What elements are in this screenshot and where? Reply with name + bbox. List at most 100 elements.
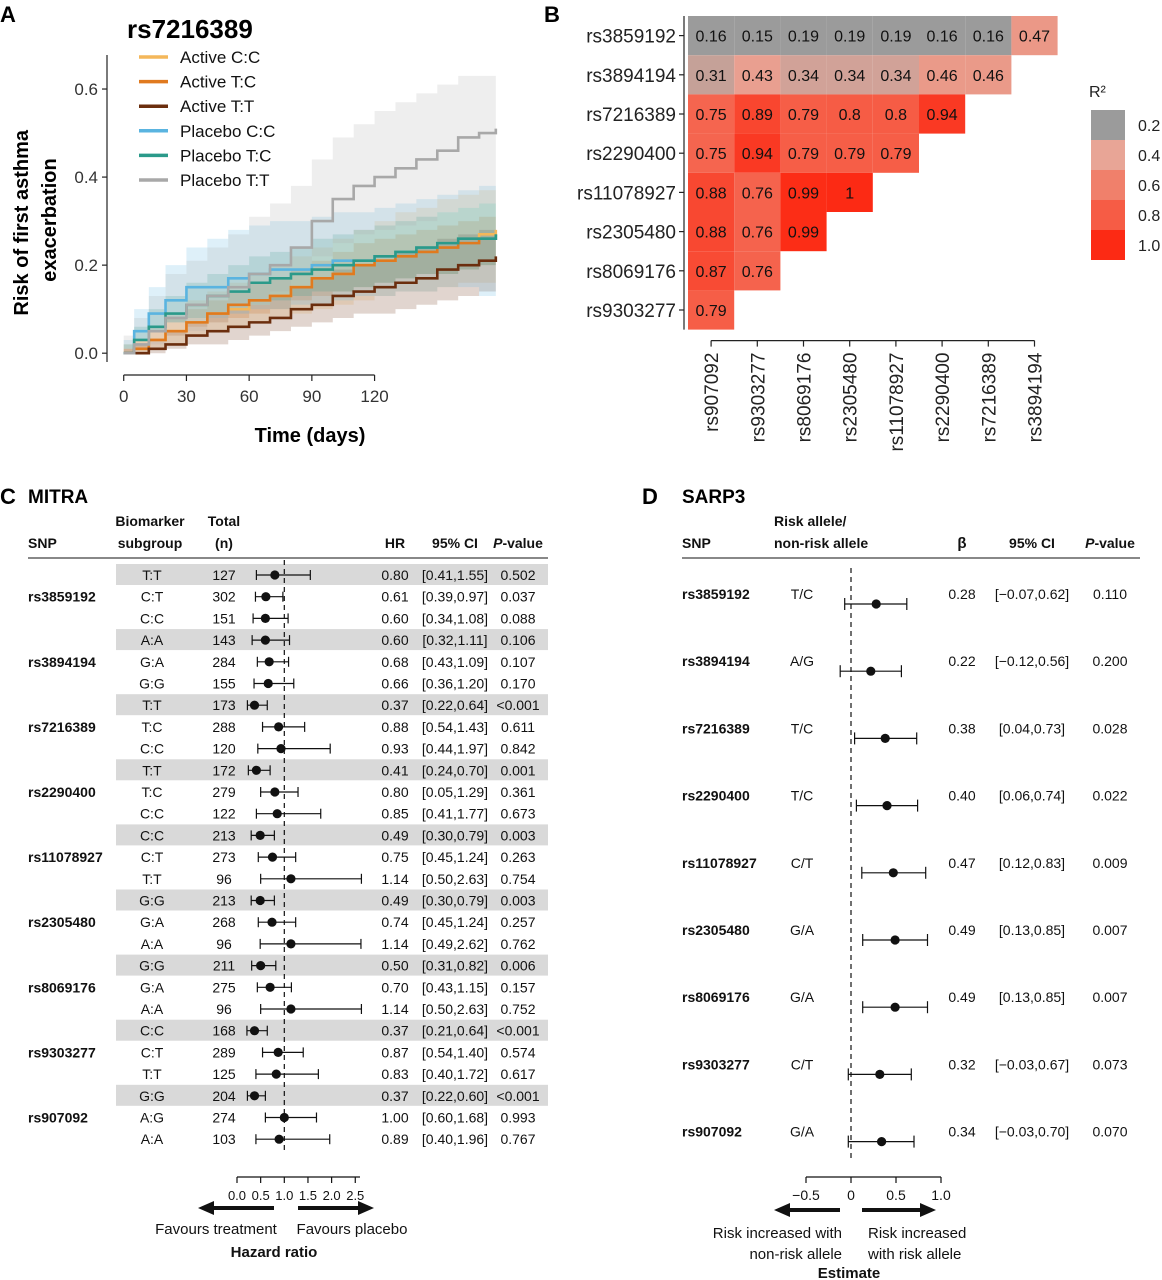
sarp3-beta: 0.47: [948, 855, 975, 871]
heatmap-legend-title: R²: [1089, 84, 1107, 101]
mitra-subgroup: T:C: [142, 719, 163, 735]
sarp3-beta: 0.49: [948, 922, 975, 938]
mitra-point: [271, 1069, 281, 1079]
heatmap-cell: [734, 55, 781, 95]
mitra-p: 0.106: [500, 632, 535, 648]
sarp3-xtick-label: 0: [847, 1187, 855, 1203]
mitra-p: 0.361: [500, 784, 535, 800]
mitra-ci: [0.50,2.63]: [422, 871, 488, 887]
heatmap-cell: [919, 55, 966, 95]
sarp3-beta: 0.32: [948, 1056, 975, 1072]
sarp3-beta: 0.34: [948, 1124, 975, 1140]
sarp3-snp-label: rs907092: [682, 1124, 742, 1140]
mitra-ci: [0.45,1.24]: [422, 849, 488, 865]
mitra-subgroup: T:C: [142, 784, 163, 800]
heatmap-col-label: rs2305480: [841, 353, 862, 443]
heatmap-cell: [734, 212, 781, 252]
mitra-hr: 0.68: [381, 654, 408, 670]
km-band-4: [123, 181, 496, 349]
mitra-row-shade: [116, 629, 548, 651]
mitra-snp-label: rs2290400: [28, 784, 96, 800]
sarp3-header-p-italic: P: [1085, 535, 1095, 551]
km-xtick-label: 60: [240, 387, 259, 406]
heatmap-cell-value: 0.75: [696, 107, 727, 124]
mitra-total: 204: [212, 1088, 236, 1104]
mitra-p: 0.003: [500, 893, 535, 909]
mitra-row-shade: [116, 694, 548, 716]
heatmap-cell: [872, 16, 919, 56]
mitra-header-hr: HR: [385, 535, 405, 551]
mitra-snp-label: rs7216389: [28, 719, 96, 735]
mitra-p: 0.767: [500, 1131, 535, 1147]
mitra-ci: [0.36,1.20]: [422, 676, 488, 692]
km-axes: 0.0 0.2 0.4 0.6 0 30 60 90 120: [74, 55, 389, 406]
mitra-snp-label: rs3894194: [28, 654, 96, 670]
mitra-hr: 0.41: [381, 762, 408, 778]
mitra-hr: 1.00: [381, 1110, 408, 1126]
mitra-total: 279: [212, 784, 236, 800]
mitra-p: 0.003: [500, 827, 535, 843]
mitra-p: 0.842: [500, 741, 535, 757]
mitra-snp-label: rs9303277: [28, 1044, 96, 1060]
sarp3-beta: 0.40: [948, 788, 975, 804]
sarp3-ci: [0.12,0.83]: [999, 855, 1065, 871]
heatmap-col-label: rs11078927: [887, 353, 908, 452]
mitra-ci: [0.45,1.24]: [422, 914, 488, 930]
mitra-hr: 0.49: [381, 893, 408, 909]
km-plot-panel: rs7216389 Risk of first asthma exacerbat…: [11, 14, 498, 447]
mitra-total: 288: [212, 719, 236, 735]
km-ylabel-line2: exacerbation: [39, 158, 61, 281]
mitra-ci: [0.30,0.79]: [422, 893, 488, 909]
heatmap-col-label: rs7216389: [979, 353, 1000, 443]
heatmap-cell-value: 0.46: [973, 68, 1004, 85]
mitra-point: [267, 917, 277, 927]
sarp3-snp-label: rs3894194: [682, 653, 750, 669]
sarp3-ci: [0.13,0.85]: [999, 922, 1065, 938]
heatmap-cell-value: 0.19: [788, 29, 819, 46]
mitra-total: 213: [212, 893, 236, 909]
sarp3-point: [890, 935, 900, 945]
mitra-p: 0.754: [500, 871, 535, 887]
heatmap-legend-label: 1.0: [1138, 238, 1160, 255]
mitra-ci: [0.34,1.08]: [422, 610, 488, 626]
heatmap-cell: [780, 133, 827, 173]
mitra-subgroup: A:A: [141, 1001, 164, 1017]
heatmap-cell-value: 0.31: [696, 68, 727, 85]
heatmap-cell-value: 0.88: [696, 185, 727, 202]
heatmap-cell: [688, 251, 735, 291]
mitra-total: 120: [212, 741, 236, 757]
km-curve-2: [123, 234, 498, 355]
mitra-arrow-right-label: Favours placebo: [297, 1221, 408, 1238]
heatmap-cell: [688, 55, 735, 95]
sarp3-snp-label: rs8069176: [682, 989, 750, 1005]
mitra-p: <0.001: [496, 1023, 539, 1039]
mitra-p: 0.762: [500, 936, 535, 952]
sarp3-ci: [−0.12,0.56]: [995, 653, 1069, 669]
mitra-total: 302: [212, 589, 236, 605]
heatmap-cell-value: 0.8: [839, 107, 861, 124]
sarp3-header-beta: β: [957, 535, 966, 552]
heatmap-col-label: rs907092: [702, 353, 723, 432]
mitra-point: [274, 722, 284, 732]
heatmap-cell: [826, 133, 873, 173]
mitra-hr: 0.61: [381, 589, 408, 605]
km-ylabel-line1: Risk of first asthma: [11, 129, 33, 315]
mitra-ci: [0.30,0.79]: [422, 827, 488, 843]
heatmap-col-label: rs3894194: [1026, 352, 1047, 442]
sarp3-header-ci: 95% CI: [1009, 535, 1055, 551]
mitra-p: 0.257: [500, 914, 535, 930]
mitra-header-total: Total: [208, 513, 240, 529]
mitra-point: [249, 700, 260, 710]
mitra-p: 0.107: [500, 654, 535, 670]
mitra-point: [249, 1091, 260, 1101]
sarp3-point: [875, 1069, 885, 1079]
heatmap-cell: [688, 172, 735, 212]
heatmap-cell-value: 0.19: [880, 29, 911, 46]
heatmap-row-label: rs3894194: [586, 66, 676, 87]
heatmap-cell: [780, 55, 827, 95]
sarp3-snp-label: rs2290400: [682, 788, 750, 804]
mitra-subgroup: A:G: [140, 1110, 164, 1126]
mitra-total: 96: [216, 1001, 232, 1017]
mitra-xtick-label: 1.0: [275, 1188, 293, 1203]
